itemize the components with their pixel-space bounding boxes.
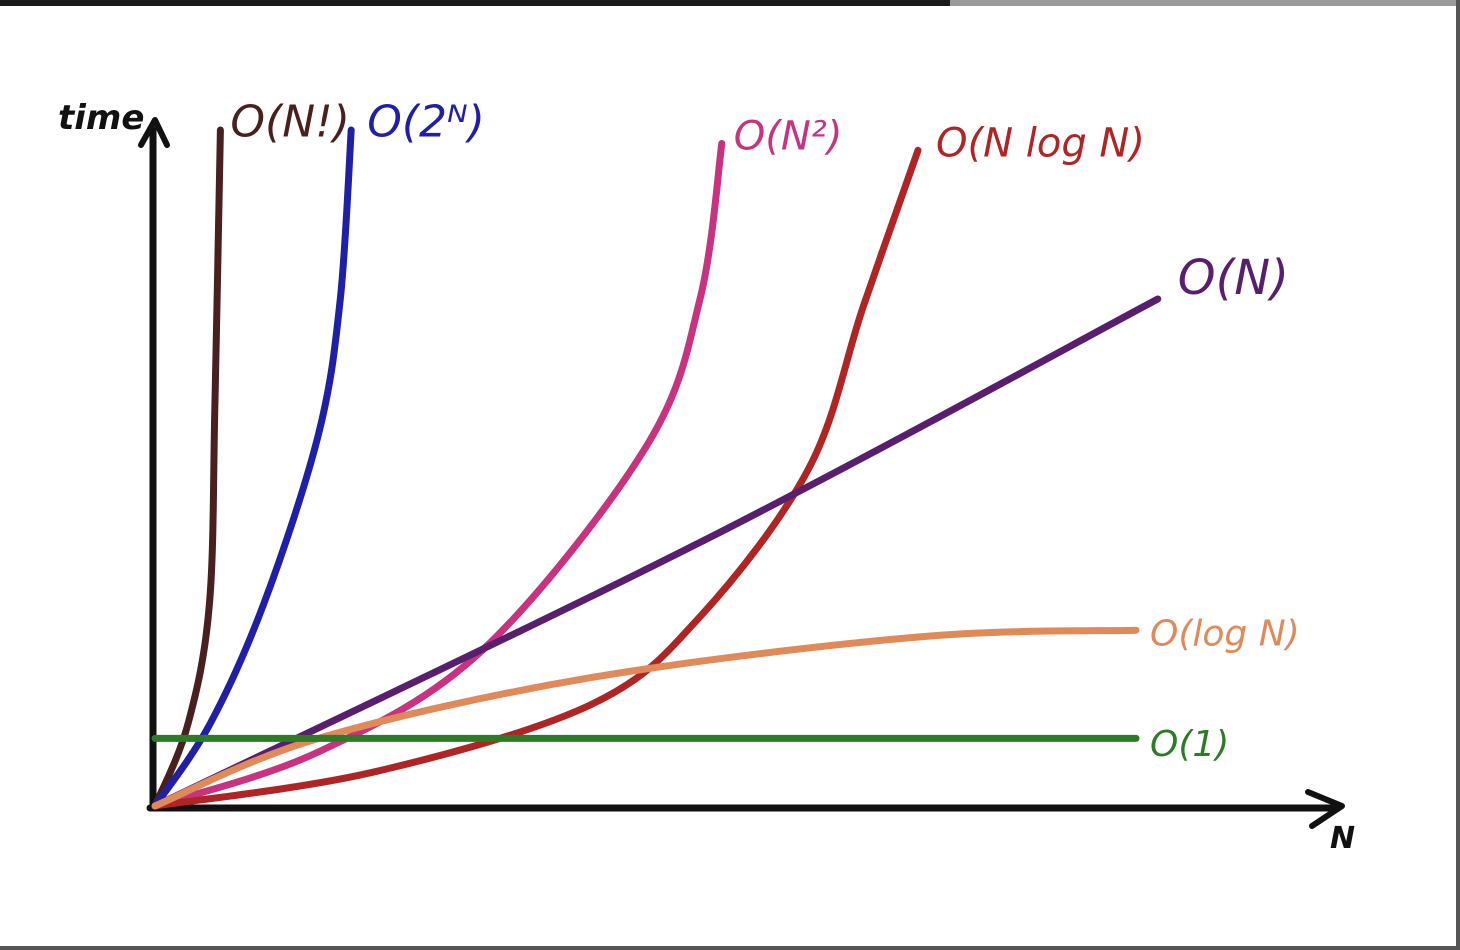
frame-right-border [1456, 0, 1460, 950]
frame-top-border-right [950, 0, 1460, 6]
axes: time N [58, 98, 1355, 856]
series-label-o-2-n: O(2ᴺ) [367, 97, 485, 148]
series-line-o-n [151, 126, 224, 810]
series-line-o-log-n [151, 626, 1140, 810]
y-axis-arrow [138, 117, 170, 148]
frame-top-border [0, 0, 950, 6]
series-label-o-n: O(N!) [230, 97, 350, 148]
frame-bottom-border [0, 946, 1460, 950]
series-line-o-2-n [151, 126, 355, 810]
series-line-o-n [151, 295, 1162, 810]
x-axis-label: N [1330, 821, 1355, 856]
series-label-o-n: O(N) [1178, 250, 1289, 306]
series-line-o-n-2 [151, 140, 726, 810]
y-axis-label: time [58, 98, 144, 138]
series-label-o-n-2: O(N²) [734, 114, 843, 160]
series-line-o-n-log-n [151, 146, 922, 810]
series-layer [151, 126, 1162, 810]
series-label-o-log-n: O(log N) [1150, 614, 1300, 655]
series-label-o-1: O(1) [1150, 724, 1229, 765]
series-label-o-n-log-n: O(N log N) [936, 120, 1145, 166]
x-axis-arrow [1305, 789, 1345, 829]
label-layer: O(N!) O(2ᴺ) O(N²) O(N log N) O(N) O(log N) O(1… [230, 97, 1299, 765]
